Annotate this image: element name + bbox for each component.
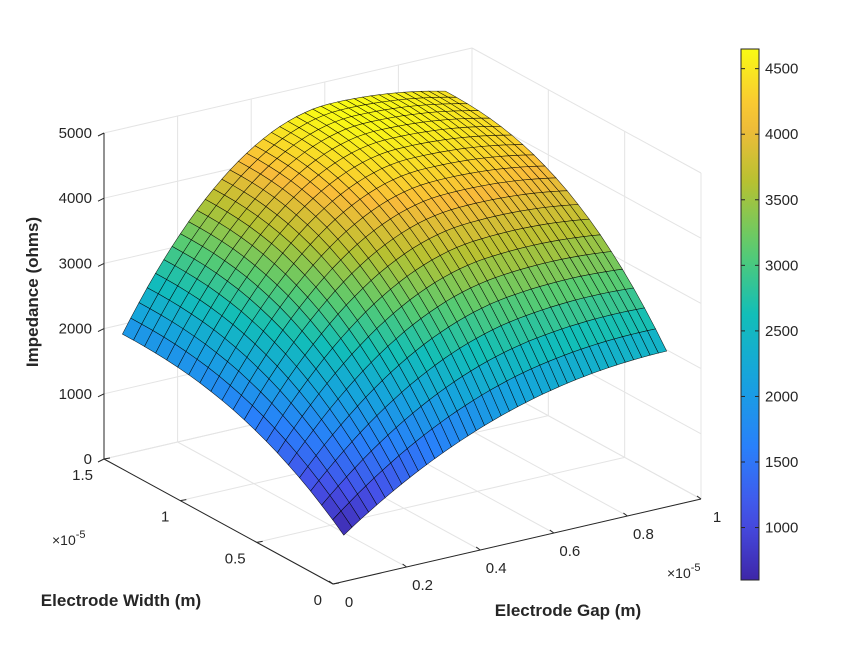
y-tick-label: 1 [161,509,169,526]
x-tick-mark [402,563,407,568]
y-tick-mark [180,499,187,502]
label-layer: Impedance (ohms) Electrode Gap (m) Elect… [23,125,721,620]
x-axis-exponent: ×10-5 [667,562,701,581]
z-axis-label: Impedance (ohms) [23,217,42,367]
y-axis-exponent: ×10-5 [52,529,86,548]
grid-line [471,47,702,174]
z-tick-mark [97,197,105,202]
z-tick-label: 5000 [59,125,92,142]
y-tick-label: 1.5 [72,467,93,484]
colorbar-tick-label: 3000 [765,257,798,274]
grid-line [177,441,407,568]
colorbar-scale [740,48,760,581]
x-tick-label: 0.2 [412,577,433,594]
y-axis-line [103,458,334,585]
z-tick-mark [97,328,105,333]
z-tick-label: 0 [84,451,92,468]
x-tick-label: 0.8 [633,526,654,543]
grid-line [256,456,625,543]
x-tick-mark [549,529,555,534]
y-axis-label: Electrode Width (m) [41,591,201,610]
x-tick-mark [696,495,702,500]
x-tick-label: 0 [345,594,353,611]
colorbar: 1000 1500 2000 2500 3000 3500 4000 4500 [740,48,798,581]
x-tick-label: 0.4 [486,560,507,577]
z-tick-mark [97,393,105,398]
surface-layer [122,90,668,536]
grid-line [103,47,473,134]
x-tick-label: 1 [713,509,721,526]
y-tick-mark [256,540,263,543]
x-tick-mark [328,580,334,585]
colorbar-tick-label: 4000 [765,126,798,143]
x-axis-line [332,498,702,585]
y-tick-label: 0 [314,592,322,609]
y-tick-mark [332,582,340,585]
x-tick-mark [623,512,628,517]
z-tick-label: 1000 [59,386,92,403]
y-tick-mark [103,457,111,460]
x-tick-mark [475,546,481,551]
z-tick-label: 3000 [59,255,92,272]
x-axis-label: Electrode Gap (m) [495,601,641,620]
x-tick-label: 0.6 [559,543,580,560]
colorbar-tick-label: 3500 [765,192,798,209]
axes-layer [97,132,702,585]
y-tick-label: 0.5 [225,550,246,567]
colorbar-tick-label: 1000 [765,520,798,537]
z-tick-label: 2000 [59,321,92,338]
z-tick-mark [97,458,105,463]
z-tick-mark [97,132,105,137]
colorbar-tick-label: 2500 [765,323,798,340]
colorbar-tick-label: 4500 [765,61,798,78]
z-tick-mark [97,262,105,267]
z-tick-label: 4000 [59,190,92,207]
colorbar-tick-label: 1500 [765,454,798,471]
colorbar-tick-label: 2000 [765,388,798,405]
surface-patch [332,510,353,536]
